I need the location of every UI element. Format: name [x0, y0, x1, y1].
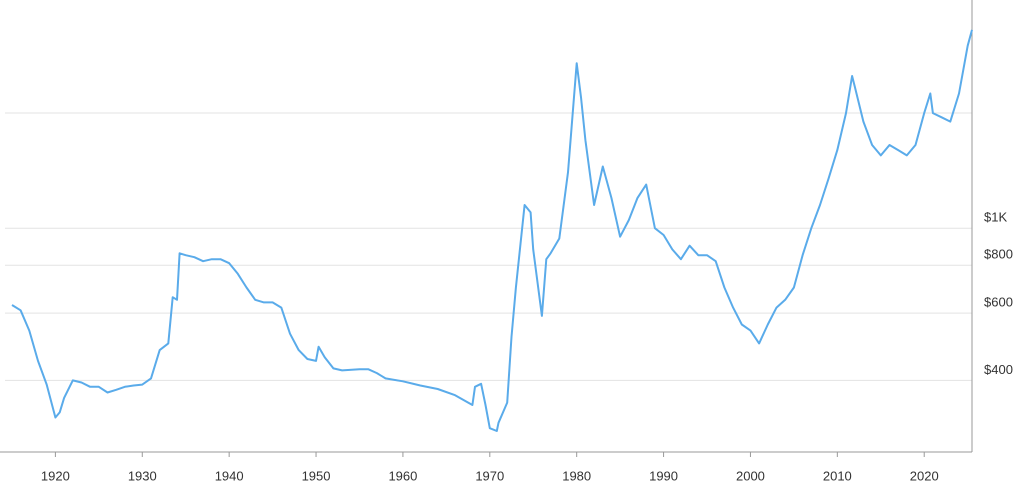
y-tick-label: $600 [984, 295, 1013, 310]
y-tick-label: $800 [984, 247, 1013, 262]
x-tick-label: 2010 [823, 468, 852, 483]
x-tick-label: 2020 [910, 468, 939, 483]
x-tick-label: 1940 [215, 468, 244, 483]
y-tick-label: $400 [984, 362, 1013, 377]
x-tick-label: 1970 [475, 468, 504, 483]
x-tick-label: 1980 [562, 468, 591, 483]
x-tick-label: 1950 [302, 468, 331, 483]
x-tick-label: 2000 [736, 468, 765, 483]
x-tick-label: 1960 [388, 468, 417, 483]
x-tick-label: 1990 [649, 468, 678, 483]
x-tick-label: 1930 [128, 468, 157, 483]
x-tick-label: 1920 [41, 468, 70, 483]
y-tick-label: $1K [984, 210, 1007, 225]
price-line [11, 29, 973, 432]
